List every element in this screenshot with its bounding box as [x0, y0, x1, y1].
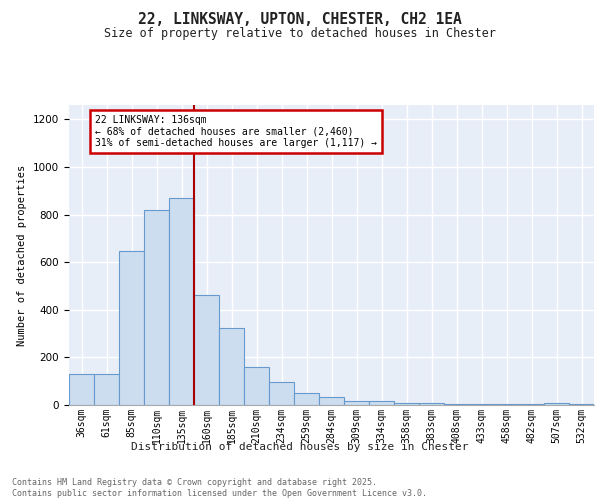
Bar	[469, 404, 494, 405]
Bar	[144, 210, 169, 405]
Bar	[194, 296, 219, 405]
Bar	[119, 252, 144, 405]
Bar	[319, 396, 344, 405]
Y-axis label: Number of detached properties: Number of detached properties	[17, 164, 28, 346]
Text: Distribution of detached houses by size in Chester: Distribution of detached houses by size …	[131, 442, 469, 452]
Bar	[394, 402, 419, 405]
Bar	[444, 404, 469, 405]
Bar	[219, 328, 244, 405]
Bar	[294, 393, 319, 405]
Bar	[269, 382, 294, 405]
Text: Contains HM Land Registry data © Crown copyright and database right 2025.
Contai: Contains HM Land Registry data © Crown c…	[12, 478, 427, 498]
Bar	[169, 198, 194, 405]
Text: 22, LINKSWAY, UPTON, CHESTER, CH2 1EA: 22, LINKSWAY, UPTON, CHESTER, CH2 1EA	[138, 12, 462, 28]
Bar	[494, 404, 519, 405]
Bar	[244, 367, 269, 405]
Text: 22 LINKSWAY: 136sqm
← 68% of detached houses are smaller (2,460)
31% of semi-det: 22 LINKSWAY: 136sqm ← 68% of detached ho…	[95, 114, 377, 148]
Bar	[344, 402, 369, 405]
Bar	[369, 402, 394, 405]
Bar	[69, 374, 94, 405]
Bar	[519, 404, 544, 405]
Bar	[94, 374, 119, 405]
Bar	[544, 403, 569, 405]
Bar	[419, 403, 444, 405]
Bar	[569, 404, 594, 405]
Text: Size of property relative to detached houses in Chester: Size of property relative to detached ho…	[104, 28, 496, 40]
